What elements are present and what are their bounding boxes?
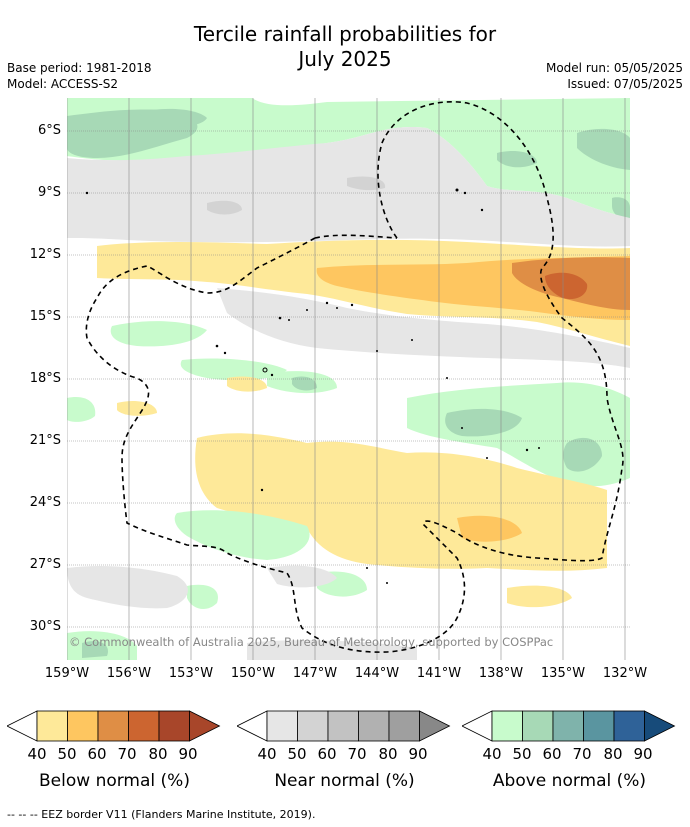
colorbar-high-arrow: [419, 710, 451, 742]
lat-label: 24°S: [29, 495, 61, 510]
tick-label: 60: [87, 745, 107, 763]
colorbar-segment: [128, 710, 160, 742]
lat-label: 30°S: [29, 619, 61, 634]
eez-footnote: -- -- -- EEZ border V11 (Flanders Marine…: [7, 808, 316, 821]
colorbar-segment: [36, 710, 68, 742]
lat-label: 9°S: [37, 185, 61, 200]
colorbar-segment: [613, 710, 645, 742]
colorbar-segment: [552, 710, 584, 742]
above-normal-region-middle-west: [110, 321, 207, 347]
colorbar-segment: [297, 710, 329, 742]
colorbar-below: [6, 710, 222, 742]
colorbar-low-arrow: [236, 710, 268, 742]
colorbar-segment: [97, 710, 129, 742]
colorbar-near-title: Near normal (%): [274, 771, 415, 791]
lon-label: 141°W: [416, 666, 462, 681]
near-normal-region-south: [67, 565, 188, 609]
tick-label: 60: [317, 745, 337, 763]
colorbar-segment: [522, 710, 554, 742]
graticule: [67, 98, 630, 660]
near-normal-region-north: [67, 126, 630, 247]
colorbar-segment: [327, 710, 359, 742]
islands: [85, 188, 540, 584]
colorbar-high-arrow: [644, 710, 676, 742]
lon-label: 135°W: [540, 666, 586, 681]
colorbar-low-arrow: [461, 710, 493, 742]
lon-label: 150°W: [230, 666, 276, 681]
colorbar-segment: [388, 710, 420, 742]
tick-label: 70: [347, 745, 367, 763]
lon-label: 153°W: [168, 666, 214, 681]
tick-label: 90: [178, 745, 198, 763]
tick-label: 60: [542, 745, 562, 763]
lat-label: 12°S: [29, 247, 61, 262]
lat-label: 18°S: [29, 371, 61, 386]
colorbar-below-svg: [6, 710, 221, 742]
tick-label: 50: [287, 745, 307, 763]
colorbar-segment: [158, 710, 190, 742]
colorbar-above: [461, 710, 677, 742]
lat-label: 15°S: [29, 309, 61, 324]
lat-label: 6°S: [37, 123, 61, 138]
lon-label: 138°W: [478, 666, 524, 681]
colorbar-high-arrow: [189, 710, 221, 742]
lon-label: 156°W: [106, 666, 152, 681]
tick-label: 70: [572, 745, 592, 763]
issued-text: Issued: 07/05/2025: [567, 77, 683, 91]
colorbar-low-arrow: [6, 710, 38, 742]
tick-label: 40: [27, 745, 47, 763]
colorbar-below-title: Below normal (%): [39, 771, 190, 791]
colorbar-segment: [358, 710, 390, 742]
lat-label: 21°S: [29, 433, 61, 448]
copyright-text: © Commonwealth of Australia 2025, Bureau…: [69, 635, 553, 649]
tick-label: 90: [408, 745, 428, 763]
title-line-2: July 2025: [298, 47, 392, 71]
lat-label: 27°S: [29, 557, 61, 572]
model-run-text: Model run: 05/05/2025: [545, 61, 683, 75]
tick-label: 80: [378, 745, 398, 763]
colorbar-segment: [266, 710, 298, 742]
model-text: Model: ACCESS-S2: [7, 77, 119, 91]
colorbar-above-title: Above normal (%): [492, 771, 647, 791]
above-normal-region-south-west: [174, 510, 310, 560]
tick-label: 80: [603, 745, 623, 763]
meta-left: Base period: 1981-2018 Model: ACCESS-S2: [7, 60, 152, 92]
meta-right: Model run: 05/05/2025 Issued: 07/05/2025: [546, 60, 683, 92]
map-title: Tercile rainfall probabilities for July …: [0, 22, 690, 72]
below-normal-region-central-darkest: [545, 272, 588, 300]
tick-label: 40: [482, 745, 502, 763]
lon-label: 132°W: [602, 666, 648, 681]
map-canvas: © Commonwealth of Australia 2025, Bureau…: [67, 98, 630, 660]
near-normal-region-middle: [217, 288, 630, 368]
lon-label: 147°W: [292, 666, 338, 681]
tick-label: 50: [57, 745, 77, 763]
colorbar-near: [236, 710, 452, 742]
colorbar-above-svg: [461, 710, 676, 742]
colorbar-segment: [491, 710, 523, 742]
base-period-text: Base period: 1981-2018: [7, 61, 152, 75]
tick-label: 70: [117, 745, 137, 763]
colorbar-segment: [583, 710, 615, 742]
tick-label: 40: [257, 745, 277, 763]
above-normal-region-north: [67, 98, 630, 218]
title-line-1: Tercile rainfall probabilities for: [193, 22, 497, 46]
lon-label: 159°W: [44, 666, 90, 681]
lon-label: 144°W: [354, 666, 400, 681]
colorbar-near-svg: [236, 710, 451, 742]
tick-label: 80: [148, 745, 168, 763]
eez-borders: [85, 101, 624, 653]
tick-label: 50: [512, 745, 532, 763]
colorbar-segment: [67, 710, 99, 742]
tick-label: 90: [633, 745, 653, 763]
probability-map: © Commonwealth of Australia 2025, Bureau…: [67, 98, 630, 660]
